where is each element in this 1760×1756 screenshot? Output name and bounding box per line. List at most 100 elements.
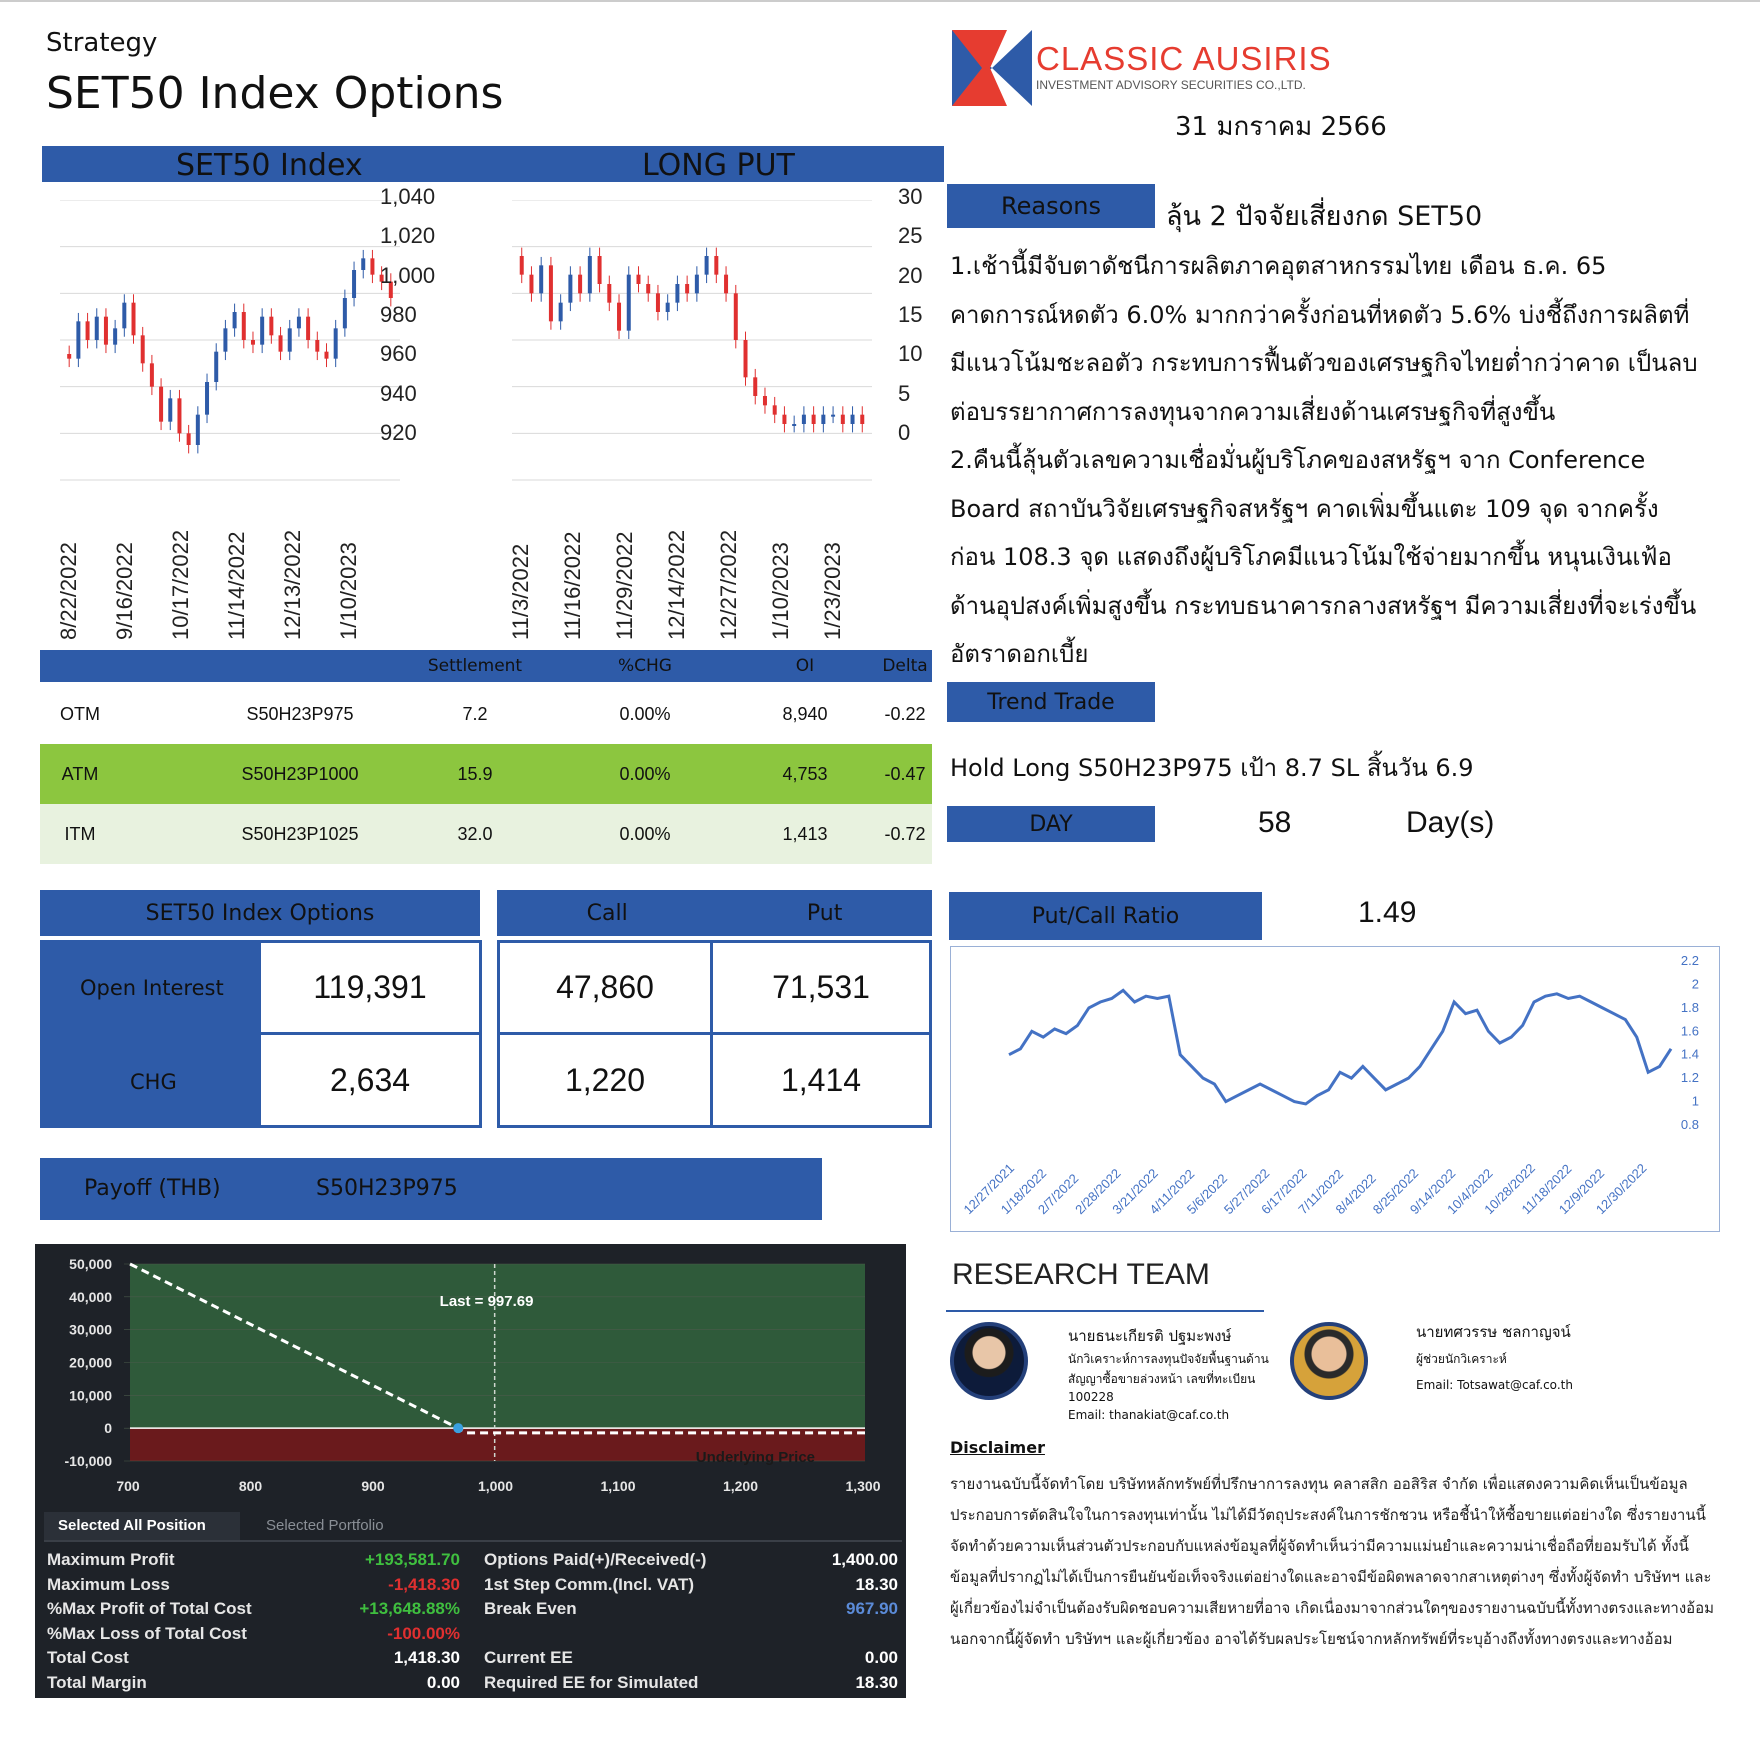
p1-name: นายธนะเกียรติ ปฐมะพงษ์ bbox=[1068, 1327, 1232, 1345]
pcr-series-line bbox=[1008, 988, 1673, 1106]
reason-line: ด้านอุปสงค์เพิ่มสูงขึ้น กระทบธนาคารกลางส… bbox=[950, 591, 1697, 620]
cell-oi: 8,940 bbox=[782, 704, 828, 724]
table-row-otm: OTM S50H23P975 7.2 0.00% 8,940 -0.22 bbox=[40, 684, 932, 744]
y-tick-label: 1 bbox=[1692, 1094, 1699, 1109]
long-put-title: LONG PUT bbox=[642, 148, 795, 183]
table-row-itm: ITM S50H23P1025 32.0 0.00% 1,413 -0.72 bbox=[40, 804, 932, 864]
research-title: RESEARCH TEAM bbox=[952, 1258, 1210, 1291]
candle bbox=[122, 302, 127, 329]
x-tick-label: 12/14/2022 bbox=[664, 529, 689, 640]
candle bbox=[315, 340, 320, 352]
y-tick-label: 20 bbox=[898, 262, 923, 288]
candle bbox=[860, 414, 865, 424]
candle bbox=[287, 328, 292, 352]
chg-call-value: 1,220 bbox=[500, 1035, 713, 1125]
day-unit: Day(s) bbox=[1406, 806, 1495, 839]
underlying-price-label: Underlying Price bbox=[696, 1449, 815, 1466]
candle bbox=[388, 281, 393, 298]
candle bbox=[568, 274, 573, 303]
x-tick-label: 8/22/2022 bbox=[56, 542, 81, 640]
stat-label: Maximum Profit bbox=[47, 1550, 175, 1569]
candle bbox=[278, 335, 283, 352]
payoff-series: S50H23P975 bbox=[316, 1176, 458, 1201]
stat-value: 0.00 bbox=[864, 1648, 898, 1667]
y-tick-label: 30 bbox=[898, 184, 923, 209]
stat-label: %Max Loss of Total Cost bbox=[47, 1623, 247, 1643]
chg-label: CHG bbox=[130, 1070, 177, 1094]
day-label: DAY bbox=[1029, 811, 1073, 837]
stat-value: +193,581.70 bbox=[364, 1550, 460, 1569]
header-chg: %CHG bbox=[618, 656, 672, 676]
candle bbox=[177, 398, 182, 434]
oi-label-block bbox=[40, 940, 260, 1128]
table-row-atm: ATM S50H23P1000 15.9 0.00% 4,753 -0.47 bbox=[40, 744, 932, 804]
cell-delta: -0.47 bbox=[884, 764, 926, 784]
tab-selected-portfolio[interactable]: Selected Portfolio bbox=[250, 1512, 430, 1540]
header-oi: OI bbox=[795, 656, 815, 676]
cell-chg: 0.00% bbox=[619, 764, 671, 784]
cell-series: S50H23P975 bbox=[246, 704, 354, 724]
candle bbox=[195, 414, 200, 445]
oi-call-put-box: 47,860 71,531 1,220 1,414 bbox=[497, 940, 932, 1128]
avatar bbox=[950, 1322, 1028, 1400]
pcr-label: Put/Call Ratio bbox=[1031, 903, 1180, 929]
call-header: Call bbox=[586, 900, 628, 926]
candle bbox=[597, 256, 602, 284]
candle bbox=[801, 414, 806, 424]
candle bbox=[529, 274, 534, 294]
cell-delta: -0.72 bbox=[884, 824, 926, 844]
long-put-candlestick-chart bbox=[512, 200, 872, 481]
candle bbox=[772, 405, 777, 415]
stat-value: +13,648.88% bbox=[359, 1599, 460, 1618]
profit-zone bbox=[130, 1264, 865, 1429]
y-tick-label: 940 bbox=[380, 380, 417, 406]
candle bbox=[607, 284, 612, 303]
disclaimer-line: ผู้เกี่ยวข้องไม่จำเป็นต้องรับผิดชอบความเ… bbox=[950, 1599, 1715, 1617]
candle bbox=[85, 321, 90, 340]
y-tick-label: 10 bbox=[898, 341, 923, 367]
reasons-title: ลุ้น 2 ปัจจัยเสี่ยงกด SET50 bbox=[1166, 201, 1483, 232]
candle bbox=[617, 302, 622, 331]
candle bbox=[306, 316, 311, 340]
oi-call-value: 47,860 bbox=[500, 943, 713, 1035]
cell-oi: 4,753 bbox=[782, 764, 828, 784]
candle bbox=[636, 274, 641, 284]
chg-total-value: 2,634 bbox=[329, 1061, 411, 1098]
cell-chg: 0.00% bbox=[619, 824, 671, 844]
disclaimer-line: นอกจากนี้ผู้จัดทำ บริษัทฯ และผู้เกี่ยวข้… bbox=[950, 1630, 1673, 1648]
candle bbox=[587, 256, 592, 294]
x-tick-label: 1/10/2023 bbox=[336, 542, 361, 640]
x-tick-label: 1,000 bbox=[478, 1478, 513, 1494]
chg-put-value: 1,414 bbox=[780, 1061, 862, 1098]
payoff-chart: 50,000 40,000 30,000 20,000 10,000 0 -10,00070… bbox=[65, 1256, 881, 1494]
candle bbox=[626, 274, 631, 331]
candle bbox=[558, 302, 563, 322]
tab-selected-all-position[interactable]: Selected All Position bbox=[44, 1512, 240, 1540]
stat-label: Break Even bbox=[484, 1599, 577, 1618]
y-tick-label: 2 bbox=[1692, 976, 1699, 991]
x-tick-label: 11/14/2022 bbox=[224, 531, 249, 640]
y-tick-label: 0.8 bbox=[1681, 1117, 1699, 1132]
break-even-point bbox=[453, 1423, 464, 1434]
cell-settlement: 15.9 bbox=[457, 764, 493, 784]
disclaimer-title: Disclaimer bbox=[950, 1438, 1045, 1457]
y-tick-label: 1.4 bbox=[1681, 1047, 1699, 1062]
candle bbox=[578, 274, 583, 294]
header-delta: Delta bbox=[882, 656, 928, 676]
candle bbox=[519, 256, 524, 275]
payoff-label: Payoff (THB) bbox=[84, 1176, 221, 1201]
candle bbox=[76, 321, 81, 359]
tab-label: Selected All Position bbox=[58, 1517, 206, 1534]
p1-reg: 100228 bbox=[1068, 1390, 1114, 1404]
avatar bbox=[1290, 1322, 1368, 1400]
y-tick-label: 0 bbox=[104, 1420, 112, 1436]
tab-label: Selected Portfolio bbox=[266, 1517, 384, 1534]
y-tick-label: 1.2 bbox=[1681, 1070, 1699, 1085]
candle bbox=[743, 340, 748, 378]
candle bbox=[241, 312, 246, 340]
y-tick-label: 5 bbox=[898, 380, 911, 406]
stat-label: Current EE bbox=[484, 1648, 573, 1667]
stat-label: Total Margin bbox=[47, 1672, 147, 1692]
p2-email: Email: Totsawat@caf.co.th bbox=[1416, 1378, 1573, 1392]
trend-trade-label: Trend Trade bbox=[987, 689, 1115, 715]
